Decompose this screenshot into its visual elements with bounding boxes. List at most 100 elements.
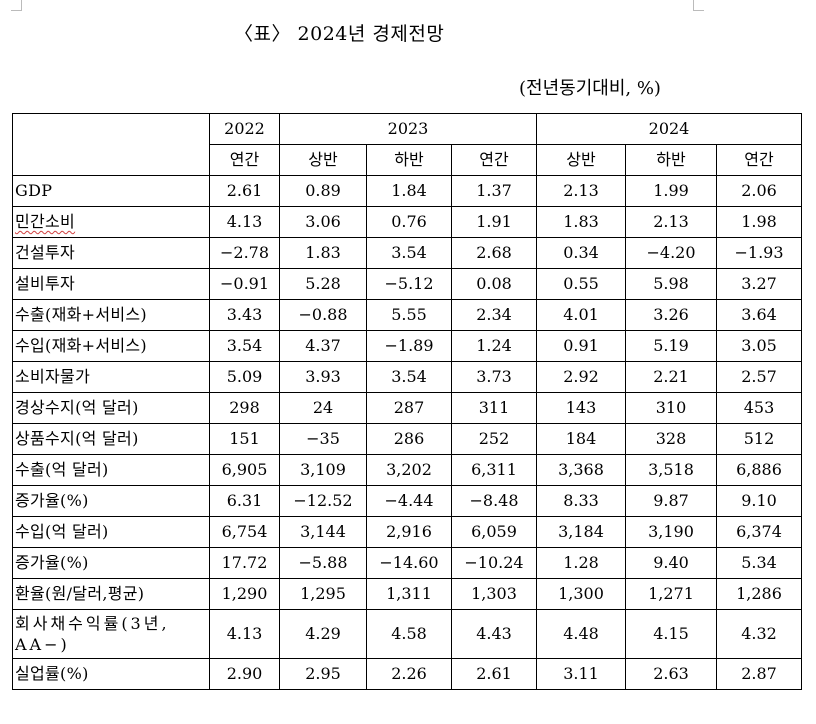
value-cell: −8.48 — [451, 485, 537, 517]
row-label: 경상수지(억 달러) — [12, 392, 210, 424]
page-corner-mark-left — [11, 0, 22, 11]
value-cell: 5.55 — [366, 299, 452, 331]
row-label-text: 상품수지(억 달러) — [15, 429, 139, 448]
value-cell: 2.34 — [451, 299, 537, 331]
value-cell: 2.87 — [716, 658, 802, 690]
value-cell: 6.31 — [209, 485, 280, 517]
row-label-text: 환율(원/달러,평균) — [15, 584, 145, 603]
value-cell: 2.68 — [451, 237, 537, 269]
value-cell: 5.28 — [279, 268, 367, 300]
value-cell: 3,190 — [625, 516, 717, 548]
header-row-years: 2022 2023 2024 — [12, 113, 802, 176]
value-cell: 6,905 — [209, 454, 280, 486]
value-cell: 5.34 — [716, 547, 802, 579]
value-cell: 3.54 — [209, 330, 280, 362]
value-cell: 311 — [451, 392, 537, 424]
row-label-text: 설비투자 — [15, 274, 76, 293]
value-cell: 4.29 — [279, 609, 367, 659]
value-cell: 2.61 — [451, 658, 537, 690]
value-cell: 2,916 — [366, 516, 452, 548]
row-label-text: 수출(억 달러) — [15, 460, 109, 479]
header-period: 하반 — [625, 144, 717, 176]
table-row: 환율(원/달러,평균) 1,290 1,295 1,311 1,303 1,300 1,27… — [12, 578, 802, 610]
table-row: 수입(재화+서비스) 3.54 4.37 −1.89 1.24 0.91 5.19 3.05 — [12, 330, 802, 362]
value-cell: 6,059 — [451, 516, 537, 548]
value-cell: 3,184 — [536, 516, 626, 548]
table-row: 건설투자 −2.78 1.83 3.54 2.68 0.34 −4.20 −1.93 — [12, 237, 802, 269]
row-label-text: 실업률(%) — [15, 664, 89, 683]
value-cell: 1.37 — [451, 175, 537, 207]
value-cell: 4.58 — [366, 609, 452, 659]
row-label: 실업률(%) — [12, 658, 210, 690]
value-cell: −1.89 — [366, 330, 452, 362]
value-cell: 143 — [536, 392, 626, 424]
value-cell: 2.13 — [625, 206, 717, 238]
value-cell: 4.13 — [209, 206, 280, 238]
header-year-2022: 2022 — [209, 113, 280, 145]
value-cell: 2.61 — [209, 175, 280, 207]
value-cell: 1,290 — [209, 578, 280, 610]
value-cell: 2.95 — [279, 658, 367, 690]
value-cell: 328 — [625, 423, 717, 455]
table-title: 〈표〉 2024년 경제전망 — [234, 23, 445, 45]
table-row: 민간소비 4.13 3.06 0.76 1.91 1.83 2.13 1.98 — [12, 206, 802, 238]
row-label: 수출(재화+서비스) — [12, 299, 210, 331]
value-cell: 298 — [209, 392, 280, 424]
page-corner-mark-right — [693, 0, 704, 11]
value-cell: 3.54 — [366, 361, 452, 393]
value-cell: 3.43 — [209, 299, 280, 331]
value-cell: −5.12 — [366, 268, 452, 300]
value-cell: 2.90 — [209, 658, 280, 690]
value-cell: 2.26 — [366, 658, 452, 690]
value-cell: −35 — [279, 423, 367, 455]
table-row: 수출(억 달러) 6,905 3,109 3,202 6,311 3,368 3,518 6,… — [12, 454, 802, 486]
value-cell: 9.40 — [625, 547, 717, 579]
value-cell: 184 — [536, 423, 626, 455]
value-cell: 3,518 — [625, 454, 717, 486]
value-cell: 1,295 — [279, 578, 367, 610]
value-cell: 17.72 — [209, 547, 280, 579]
header-period: 연간 — [209, 144, 280, 176]
row-label: 증가율(%) — [12, 485, 210, 517]
value-cell: 3,144 — [279, 516, 367, 548]
value-cell: 24 — [279, 392, 367, 424]
value-cell: 1.24 — [451, 330, 537, 362]
header-year-2024: 2024 — [536, 113, 802, 145]
row-label-text: 건설투자 — [15, 243, 76, 262]
value-cell: 4.13 — [209, 609, 280, 659]
value-cell: 6,374 — [716, 516, 802, 548]
row-label-text: 수입(억 달러) — [15, 522, 109, 541]
value-cell: 0.91 — [536, 330, 626, 362]
value-cell: 6,754 — [209, 516, 280, 548]
row-label-text: 소비자물가 — [15, 367, 91, 386]
value-cell: 1.98 — [716, 206, 802, 238]
value-cell: 1.28 — [536, 547, 626, 579]
value-cell: −5.88 — [279, 547, 367, 579]
value-cell: 3.54 — [366, 237, 452, 269]
row-label: GDP — [12, 175, 210, 207]
table-row: 수입(억 달러) 6,754 3,144 2,916 6,059 3,184 3,190 6,… — [12, 516, 802, 548]
value-cell: 287 — [366, 392, 452, 424]
row-label: 소비자물가 — [12, 361, 210, 393]
value-cell: 3.11 — [536, 658, 626, 690]
header-period: 상반 — [279, 144, 367, 176]
value-cell: −4.44 — [366, 485, 452, 517]
header-period: 연간 — [451, 144, 537, 176]
value-cell: 4.48 — [536, 609, 626, 659]
economic-forecast-table: 2022 2023 2024 연간 상반 하반 연간 상반 하반 연간 GDP 2… — [12, 113, 802, 690]
row-label-text: 경상수지(억 달러) — [15, 398, 139, 417]
value-cell: 0.08 — [451, 268, 537, 300]
value-cell: 3.05 — [716, 330, 802, 362]
table-row: 수출(재화+서비스) 3.43 −0.88 5.55 2.34 4.01 3.26 3.64 — [12, 299, 802, 331]
row-label-text: GDP — [15, 181, 53, 200]
row-label: 수출(억 달러) — [12, 454, 210, 486]
value-cell: 512 — [716, 423, 802, 455]
value-cell: 1,303 — [451, 578, 537, 610]
value-cell: 9.10 — [716, 485, 802, 517]
value-cell: 0.34 — [536, 237, 626, 269]
row-label: 회사채수익률(3년, AA−) — [12, 609, 210, 659]
value-cell: 6,886 — [716, 454, 802, 486]
value-cell: 3.06 — [279, 206, 367, 238]
header-corner-cell — [12, 113, 210, 176]
table-row: 경상수지(억 달러) 298 24 287 311 143 310 453 — [12, 392, 802, 424]
